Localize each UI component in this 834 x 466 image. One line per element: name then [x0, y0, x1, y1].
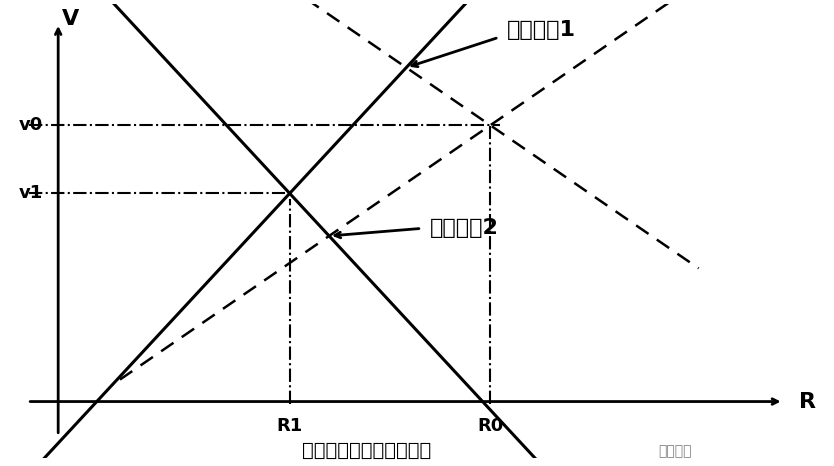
Text: 模拟世界: 模拟世界 [659, 444, 692, 458]
Text: R0: R0 [477, 417, 504, 435]
Text: R: R [799, 391, 816, 411]
Text: V: V [62, 9, 79, 29]
Text: R1: R1 [277, 417, 303, 435]
Text: 两个目标情况下目标监测: 两个目标情况下目标监测 [302, 441, 431, 460]
Text: 虚假目标2: 虚假目标2 [430, 219, 498, 239]
Text: v1: v1 [18, 185, 43, 202]
Text: 虚假目标1: 虚假目标1 [506, 20, 575, 40]
Text: v0: v0 [18, 116, 43, 134]
